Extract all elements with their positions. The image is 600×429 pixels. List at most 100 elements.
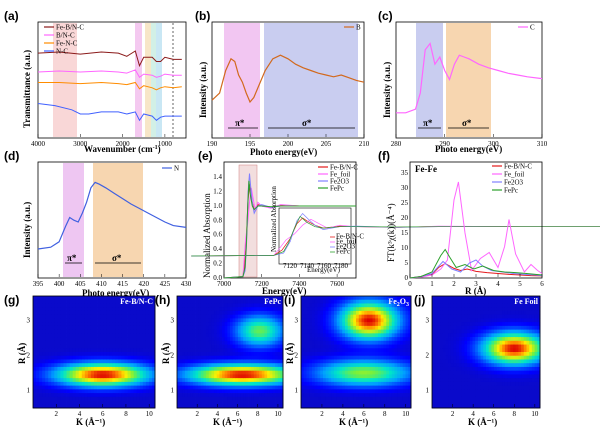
heatmap-cell: [301, 329, 305, 334]
heatmap-cell: [177, 378, 181, 383]
heatmap-cell: [272, 296, 276, 301]
heatmap-cell: [261, 337, 265, 342]
heatmap-cell: [347, 385, 351, 390]
heatmap-cell: [383, 404, 387, 409]
heatmap-cell: [521, 370, 525, 375]
heatmap-cell: [87, 348, 92, 353]
heatmap-cell: [280, 318, 284, 323]
heatmap-cell: [529, 337, 533, 342]
heatmap-cell: [272, 333, 276, 338]
heatmap-cell: [306, 355, 310, 360]
heatmap-cell: [437, 404, 441, 409]
heatmap-cell: [39, 359, 43, 364]
heatmap-cell: [211, 352, 215, 357]
heatmap-cell: [303, 329, 307, 334]
heatmap-cell: [145, 337, 150, 342]
heatmap-cell: [491, 329, 495, 334]
heatmap-cell: [259, 318, 263, 323]
heatmap-cell: [391, 344, 395, 349]
heatmap-cell: [200, 340, 204, 345]
heatmap-cell: [200, 299, 204, 304]
heatmap-cell: [179, 381, 183, 386]
heatmap-cell: [275, 307, 279, 312]
heatmap-cell: [515, 374, 519, 379]
heatmap-cell: [66, 370, 70, 375]
heatmap-cell: [182, 333, 186, 338]
heatmap-cell: [480, 374, 484, 379]
heatmap-cell: [323, 318, 327, 323]
heatmap-cell: [214, 340, 218, 345]
heatmap-cell: [303, 400, 307, 405]
heatmap-cell: [314, 333, 318, 338]
heatmap-cell: [60, 378, 64, 383]
heatmap-cell: [488, 378, 492, 383]
heatmap-cell: [502, 393, 506, 398]
heatmap-cell: [208, 359, 212, 364]
heatmap-cell: [235, 363, 239, 368]
heatmap-cell: [48, 303, 52, 308]
heatmap-cell: [121, 337, 125, 342]
heatmap-cell: [437, 396, 441, 401]
heatmap-cell: [432, 337, 436, 342]
heatmap-cell: [109, 348, 113, 353]
heatmap-cell: [402, 359, 406, 364]
heatmap-cell: [87, 400, 92, 405]
heatmap-cell: [66, 329, 70, 334]
heatmap-cell: [267, 299, 271, 304]
heatmap-cell: [211, 322, 215, 327]
heatmap-cell: [269, 385, 273, 390]
heatmap-cell: [275, 374, 279, 379]
heatmap-cell: [523, 378, 527, 383]
heatmap-cell: [464, 352, 468, 357]
heatmap-cell: [118, 389, 122, 394]
heatmap-cell: [192, 307, 196, 312]
heatmap-cell: [145, 318, 150, 323]
heatmap-cell: [124, 404, 128, 409]
heatmap-cell: [350, 396, 354, 401]
heatmap-cell: [523, 344, 527, 349]
heatmap-cell: [224, 385, 228, 390]
heatmap-cell: [60, 322, 64, 327]
heatmap-cell: [342, 325, 346, 330]
heatmap-cell: [445, 385, 449, 390]
heatmap-cell: [397, 318, 401, 323]
heatmap-cell: [42, 296, 46, 301]
heatmap-cell: [192, 303, 196, 308]
heatmap-cell: [139, 303, 144, 308]
heatmap-cell: [442, 366, 446, 372]
heatmap-cell: [179, 400, 183, 405]
heatmap-cell: [358, 307, 362, 312]
heatmap-cell: [342, 333, 346, 338]
heatmap-cell: [237, 370, 241, 375]
heatmap-cell: [198, 322, 202, 327]
heatmap-cell: [259, 307, 263, 312]
heatmap-cell: [526, 359, 530, 364]
heatmap-cell: [190, 314, 194, 319]
heatmap-cell: [342, 393, 346, 398]
heatmap-cell: [432, 322, 436, 327]
heatmap-cell: [184, 374, 188, 379]
heatmap-cell: [118, 400, 122, 405]
heatmap-cell: [372, 329, 376, 334]
heatmap-cell: [100, 389, 104, 394]
heatmap-cell: [361, 352, 365, 357]
heatmap-cell: [214, 389, 218, 394]
heatmap-cell: [39, 389, 43, 394]
heatmap-cell: [491, 404, 495, 409]
heatmap-cell: [394, 385, 398, 390]
heatmap-cell: [400, 314, 404, 319]
heatmap-cell: [60, 344, 64, 349]
heatmap-cell: [109, 355, 113, 360]
heatmap-cell: [45, 329, 49, 334]
heatmap-cell: [124, 344, 128, 349]
heatmap-cell: [54, 393, 58, 398]
heatmap-cell: [81, 378, 86, 383]
heatmap-cell: [383, 303, 387, 308]
heatmap-cell: [280, 400, 284, 405]
heatmap-cell: [475, 299, 479, 304]
heatmap-cell: [198, 352, 202, 357]
heatmap-cell: [97, 307, 101, 312]
heatmap-cell: [182, 363, 186, 368]
heatmap-cell: [513, 348, 517, 353]
heatmap-cell: [328, 378, 332, 383]
